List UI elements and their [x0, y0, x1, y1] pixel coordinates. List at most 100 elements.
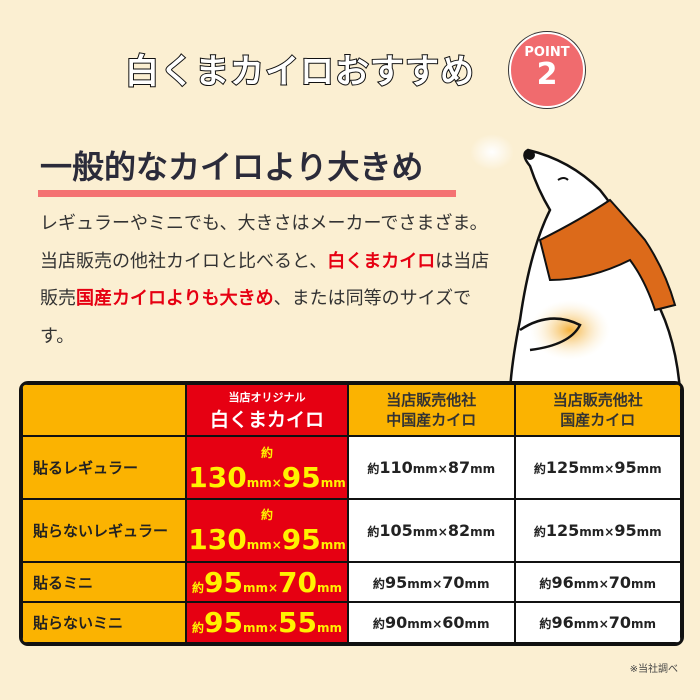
size-cell: 約110mm×87mm — [348, 436, 515, 499]
approx-mark: 約 — [533, 524, 546, 539]
approx-mark: 約 — [533, 462, 546, 477]
width-value: 130 — [188, 523, 247, 557]
height-value: 55 — [278, 606, 317, 640]
point-badge: POINT 2 — [509, 32, 585, 108]
header-shirokuma: 当店オリジナル 白くまカイロ — [186, 384, 348, 437]
approx-mark: 約 — [539, 576, 552, 591]
approx-mark: 約 — [260, 445, 273, 460]
header-line1: 当店販売他社 — [386, 391, 477, 410]
height-value: 95 — [614, 520, 637, 540]
height-value: 95 — [281, 460, 321, 494]
header-domestic: 当店販売他社 国産カイロ — [514, 384, 681, 437]
unit: mm — [579, 462, 605, 477]
times-sign: × — [432, 576, 443, 591]
unit: mm — [317, 580, 343, 595]
times-sign: × — [271, 475, 282, 490]
approx-mark: 約 — [372, 576, 385, 591]
height-value: 95 — [281, 523, 321, 557]
polar-bear-illustration — [470, 134, 682, 390]
page-title: 白くまカイロおすすめ — [124, 51, 475, 93]
table-row: 貼らないレギュラー 約130mm×95mm 約105mm×82mm 約125mm×95… — [22, 498, 681, 562]
unit: mm — [579, 524, 605, 539]
unit: mm — [320, 538, 346, 553]
times-sign: × — [437, 462, 448, 477]
times-sign: × — [432, 617, 443, 632]
unit: mm — [464, 576, 490, 591]
size-cell: 約125mm×95mm — [514, 436, 681, 499]
table-row: 貼るミニ 約95mm×70mm 約95mm×70mm 約96mm×70mm — [22, 561, 681, 603]
height-value: 95 — [614, 458, 637, 478]
table-row: 貼らないミニ 約95mm×55mm 約90mm×60mm 約96mm×70mm — [22, 602, 681, 643]
size-cell: 約130mm×95mm — [186, 436, 348, 499]
height-value: 70 — [608, 613, 632, 633]
times-sign: × — [267, 621, 279, 636]
unit: mm — [631, 617, 657, 632]
unit: mm — [636, 524, 662, 539]
approx-mark: 約 — [539, 617, 552, 632]
unit: mm — [242, 580, 268, 595]
width-value: 125 — [545, 458, 580, 478]
size-cell: 約95mm×55mm — [186, 602, 348, 643]
size-cell: 約105mm×82mm — [348, 498, 515, 562]
width-value: 110 — [379, 458, 413, 478]
size-cell: 約125mm×95mm — [514, 498, 681, 562]
row-label: 貼らないミニ — [22, 602, 186, 643]
unit: mm — [470, 524, 496, 539]
header-main: 白くまカイロ — [209, 408, 324, 431]
header-line2: 中国産カイロ — [386, 411, 477, 430]
unit: mm — [636, 462, 662, 477]
body-text: 、または同等のサイズです。 — [40, 288, 472, 347]
unit: mm — [246, 475, 272, 490]
unit: mm — [412, 524, 438, 539]
size-cell: 約90mm×60mm — [348, 602, 515, 643]
body-text: レギュラーやミニでも、大きさはメーカーでさまざま。当店販売の他社カイロと比べると… — [40, 213, 488, 272]
width-value: 96 — [551, 572, 574, 592]
approx-mark: 約 — [191, 580, 204, 595]
footnote: ※当社調べ — [629, 664, 678, 675]
times-sign: × — [604, 524, 615, 539]
section-heading: 一般的なカイロより大きめ — [40, 148, 424, 186]
size-cell: 約95mm×70mm — [186, 561, 348, 603]
approx-mark: 約 — [191, 621, 204, 636]
times-sign: × — [271, 538, 282, 553]
highlight-text: 国産カイロよりも大きめ — [76, 288, 274, 309]
width-value: 96 — [551, 613, 574, 633]
header-line1: 当店販売他社 — [552, 391, 643, 410]
times-sign: × — [598, 576, 609, 591]
unit: mm — [242, 621, 268, 636]
unit: mm — [464, 617, 490, 632]
width-value: 90 — [384, 613, 408, 633]
unit: mm — [407, 576, 433, 591]
times-sign: × — [604, 462, 615, 477]
header-corner — [22, 384, 186, 437]
unit: mm — [631, 576, 657, 591]
header-sub: 当店オリジナル — [228, 390, 306, 404]
row-label: 貼るミニ — [22, 561, 186, 603]
unit: mm — [573, 617, 599, 632]
approx-mark: 約 — [367, 524, 380, 539]
width-value: 105 — [379, 520, 413, 540]
height-value: 87 — [447, 458, 471, 478]
width-value: 95 — [203, 606, 243, 640]
heading-underline — [38, 190, 456, 197]
header-china: 当店販売他社 中国産カイロ — [348, 384, 515, 437]
size-cell: 約96mm×70mm — [514, 561, 681, 603]
size-cell: 約130mm×95mm — [186, 498, 348, 562]
approx-mark: 約 — [372, 617, 385, 632]
times-sign: × — [437, 524, 448, 539]
height-value: 70 — [442, 572, 465, 592]
table-header-row: 当店オリジナル 白くまカイロ 当店販売他社 中国産カイロ 当店販売他社 国産カイ… — [22, 384, 681, 437]
size-cell: 約95mm×70mm — [348, 561, 515, 603]
row-label: 貼らないレギュラー — [22, 498, 186, 562]
unit: mm — [573, 576, 599, 591]
width-value: 95 — [203, 565, 243, 599]
point-number: 2 — [536, 57, 558, 92]
body-text: は当店販売 — [40, 250, 490, 310]
unit: mm — [317, 621, 343, 636]
height-value: 70 — [278, 565, 317, 599]
section-body: レギュラーやミニでも、大きさはメーカーでさまざま。当店販売の他社カイロと比べると… — [40, 205, 490, 355]
table-row: 貼るレギュラー 約130mm×95mm 約110mm×87mm 約125mm×95mm — [22, 436, 681, 499]
height-value: 82 — [447, 520, 471, 540]
width-value: 130 — [188, 460, 247, 494]
height-value: 60 — [442, 613, 465, 633]
